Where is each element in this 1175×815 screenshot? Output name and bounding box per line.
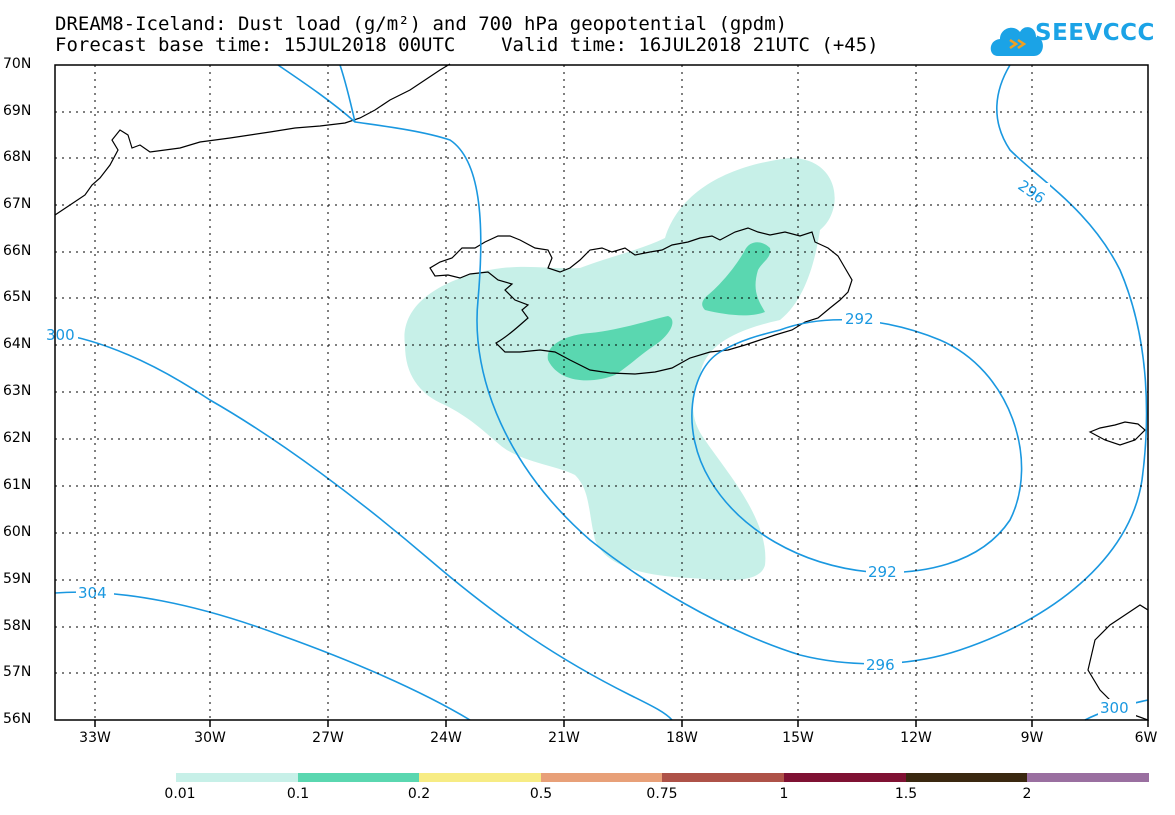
colorbar-label: 0.1 [286,786,310,802]
contour-label: 304 [78,584,107,602]
colorbar-swatch [906,773,1027,782]
grid [55,65,1148,720]
map-subtitle: Forecast base time: 15JUL2018 00UTC Vali… [55,34,879,56]
colorbar-swatch [298,773,419,782]
lon-label: 24W [430,730,462,746]
faroe-coastline [1088,421,1146,446]
contour-label: 300 [46,326,75,344]
lon-label: 18W [666,730,698,746]
colorbar [176,773,1149,782]
contour-label: 292 [868,563,897,581]
colorbar-label: 0.01 [164,786,196,802]
colorbar-label: 0.2 [407,786,431,802]
lon-label: 21W [548,730,580,746]
lon-label: 9W [1020,730,1044,746]
lat-label: 65N [3,289,32,305]
lat-label: 56N [3,711,32,727]
lon-label: 33W [79,730,111,746]
contour-line [54,332,673,721]
logo-text: SEEVCCC [1035,20,1155,46]
lat-label: 68N [3,149,32,165]
map-frame [54,64,1149,721]
colorbar-label: 0.5 [529,786,553,802]
map-title: DREAM8-Iceland: Dust load (g/m²) and 700… [55,13,788,35]
greenland-coastline [54,63,451,216]
lat-label: 64N [3,336,32,352]
lat-label: 60N [3,524,32,540]
cloud-logo-icon [990,27,1043,56]
lat-label: 61N [3,477,32,493]
contour-label: 296 [866,656,895,674]
colorbar-swatch [176,773,298,782]
colorbar-swatch [784,773,906,782]
lat-label: 58N [3,618,32,634]
lat-label: 59N [3,571,32,587]
lat-label: 57N [3,664,32,680]
contour-label: 300 [1100,699,1129,717]
lat-label: 66N [3,243,32,259]
lat-label: 62N [3,430,32,446]
colorbar-label: 1 [779,786,789,802]
colorbar-swatch [1027,773,1149,782]
contour-line [339,64,356,123]
lon-label: 30W [194,730,226,746]
contour-line [54,591,471,721]
dust-area-mid-2 [702,242,771,316]
lon-label: 6W [1134,730,1158,746]
colorbar-swatch [419,773,541,782]
lat-label: 67N [3,196,32,212]
colorbar-label: 2 [1022,786,1032,802]
lat-label: 69N [3,103,32,119]
colorbar-label: 1.5 [894,786,918,802]
lat-label: 70N [3,56,32,72]
lon-label: 15W [782,730,814,746]
contour-label: 292 [845,310,874,328]
colorbar-swatch [662,773,784,782]
lon-label: 12W [900,730,932,746]
lat-label: 63N [3,383,32,399]
colorbar-label: 0.75 [646,786,678,802]
lon-label: 27W [312,730,344,746]
contour-line [277,64,1148,665]
colorbar-swatch [541,773,662,782]
